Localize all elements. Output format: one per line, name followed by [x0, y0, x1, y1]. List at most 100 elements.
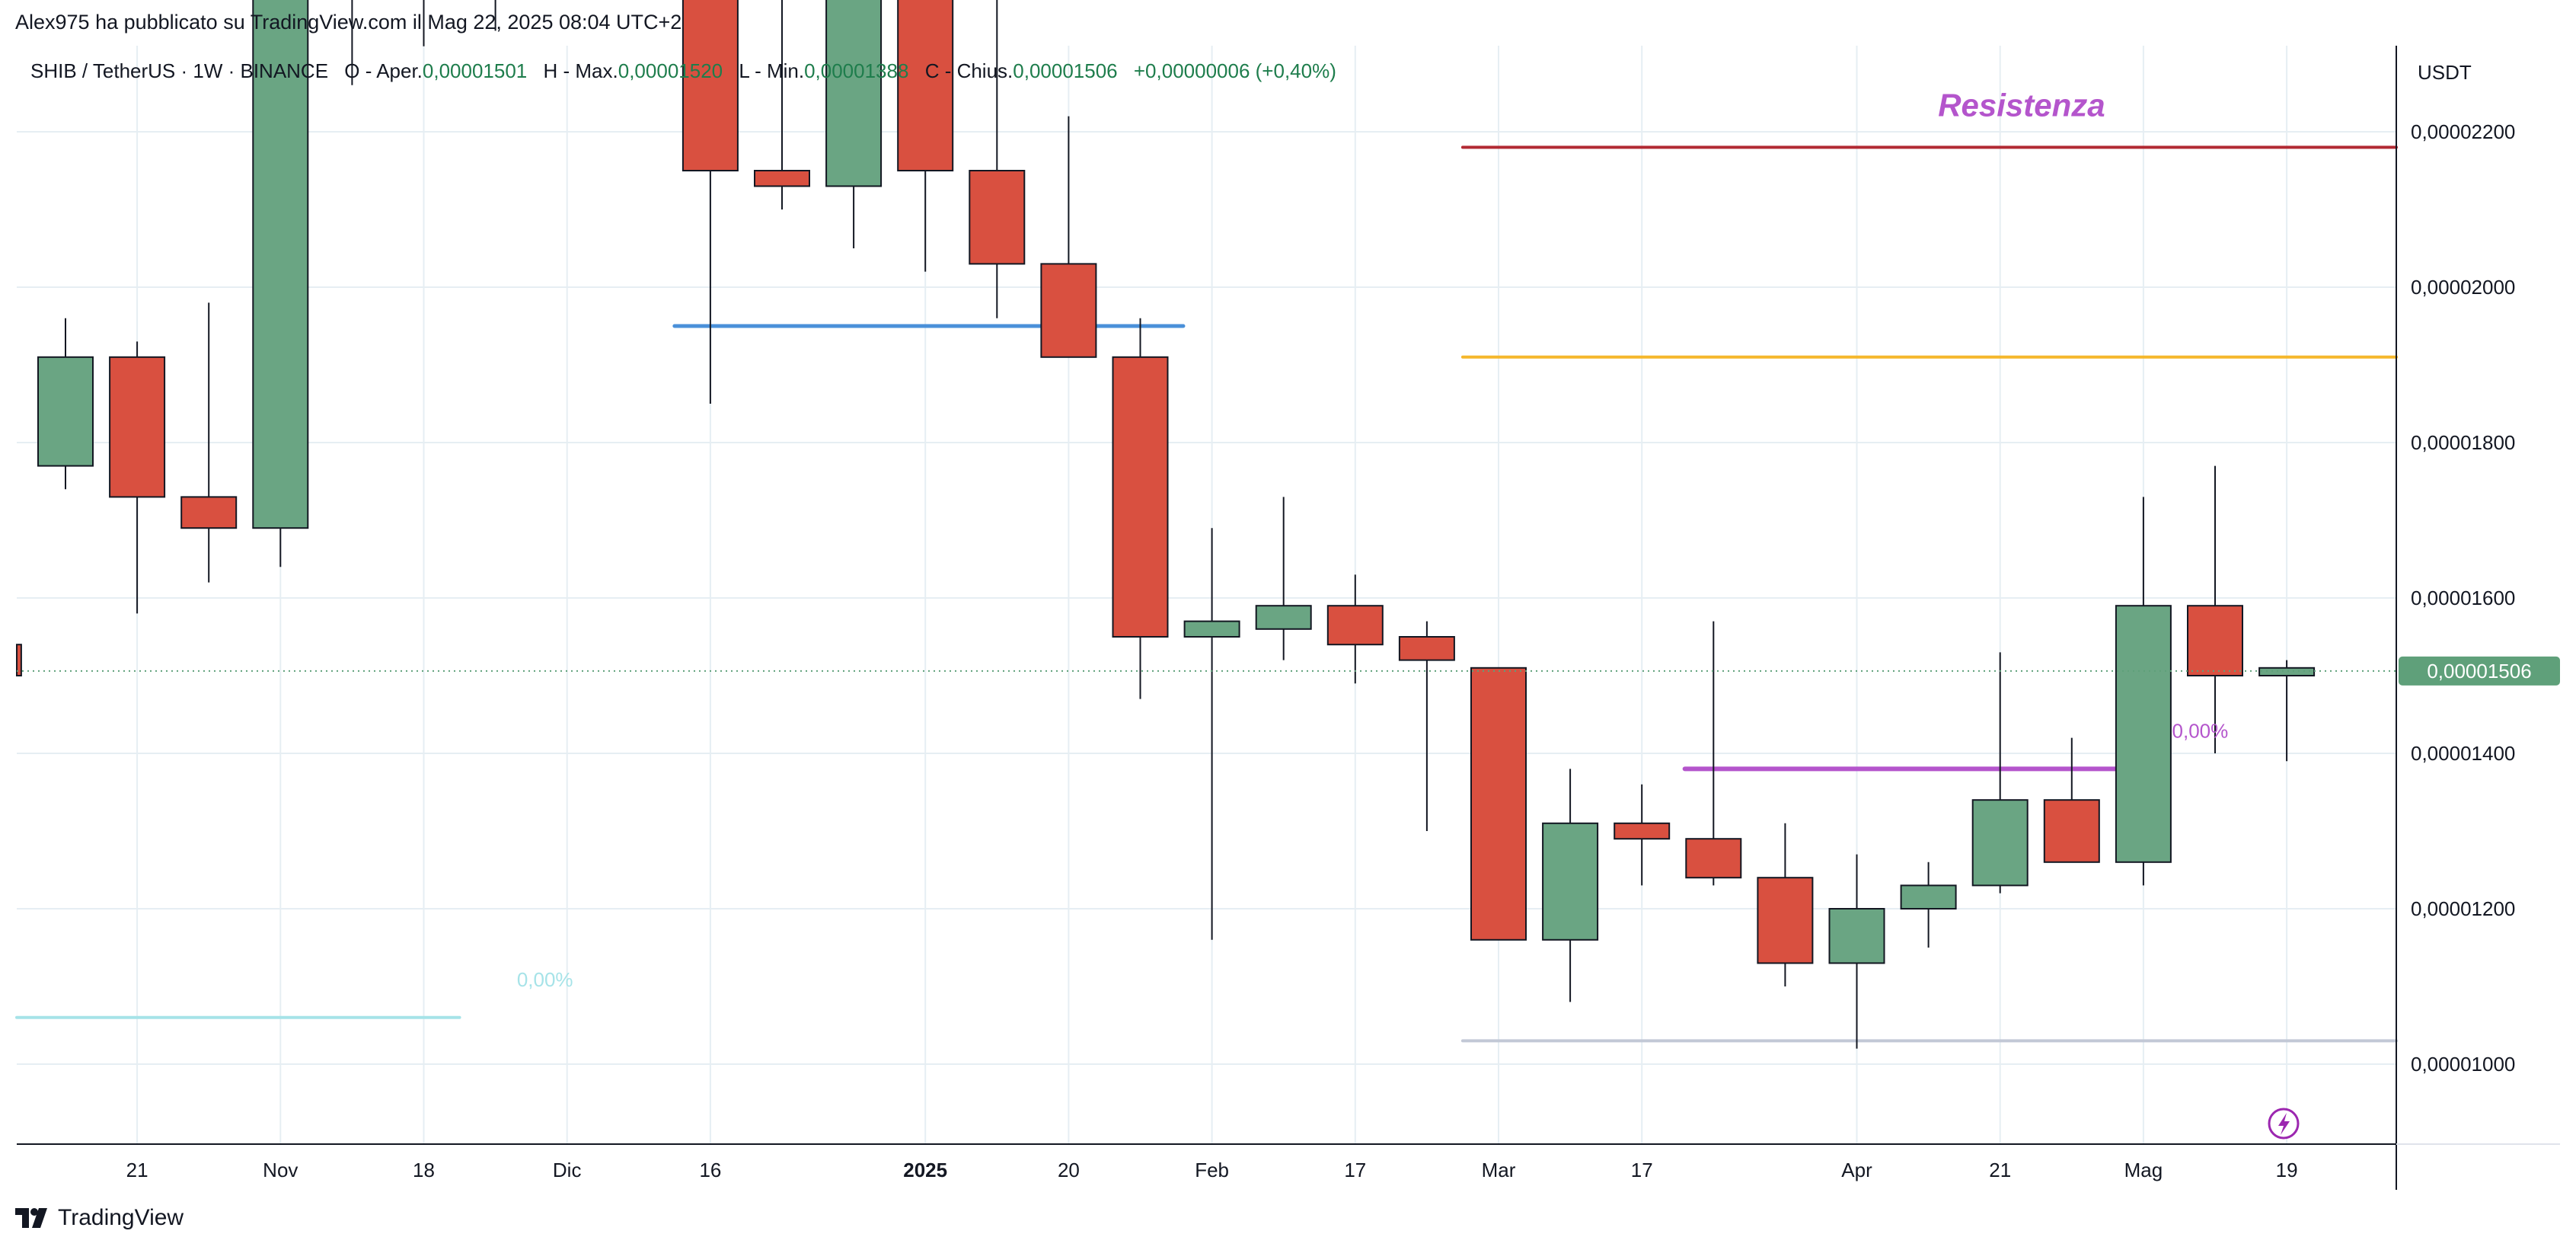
drawing-lines [15, 145, 2398, 1043]
x-tick-label: Dic [553, 1159, 582, 1181]
candle-down [1040, 116, 1097, 358]
grid-lines [17, 46, 2396, 1144]
x-tick-label: 18 [413, 1159, 435, 1181]
candle-down [2187, 465, 2243, 753]
candle-body [1255, 605, 1312, 630]
pct-label-cyan: 0,00% [517, 968, 573, 991]
x-tick-label: 17 [1631, 1159, 1653, 1181]
last-price-label: 0,00001506 [2427, 660, 2531, 683]
currency-label: USDT [2418, 61, 2472, 84]
ohlc-low-label: L - Min. [739, 59, 805, 82]
candle-body [1398, 636, 1455, 661]
tradingview-logo[interactable]: TradingView [15, 1205, 184, 1231]
y-tick-label: 0,00001800 [2411, 431, 2515, 454]
ohlc-legend: SHIB / TetherUS · 1W · BINANCE O - Aper.… [30, 59, 1336, 83]
y-tick-label: 0,00001000 [2411, 1053, 2515, 1076]
candle-body [37, 356, 94, 467]
candle-down [1685, 621, 1742, 886]
candle-body [2187, 605, 2243, 677]
ohlc-change-value: +0,00000006 (+0,40%) [1133, 59, 1336, 82]
last-price-marker: 0,00001506 [17, 656, 2560, 686]
candles [16, 0, 2316, 1049]
x-tick-label: 2025 [903, 1159, 947, 1181]
candle-body [1685, 838, 1742, 879]
candle-body [1757, 877, 1814, 964]
y-tick-label: 0,00001600 [2411, 587, 2515, 609]
x-tick-label: Feb [1195, 1159, 1229, 1181]
resistance-label-right: Resistenza [1938, 88, 2105, 123]
candle-up [1971, 652, 2029, 894]
candle-down [897, 0, 954, 272]
y-tick-label: 0,00002000 [2411, 276, 2515, 299]
candle-body [180, 496, 238, 529]
ohlc-low-value: 0,00001388 [804, 59, 909, 82]
tradingview-logo-icon [15, 1208, 47, 1228]
candle-up [1828, 854, 1885, 1049]
candle-body [1326, 605, 1384, 646]
candle-body [1183, 620, 1240, 638]
candle-body [1542, 822, 1599, 941]
candle-body [1614, 822, 1671, 840]
candle-up [252, 0, 309, 567]
x-tick-label: Apr [1841, 1159, 1872, 1181]
candle-up [1900, 862, 1957, 948]
candle-body [1828, 908, 1885, 964]
candle-body [2043, 799, 2100, 863]
candle-body [969, 170, 1026, 265]
ohlc-close-value: 0,00001506 [1013, 59, 1118, 82]
candle-down [754, 0, 810, 209]
x-tick-label: 20 [1058, 1159, 1080, 1181]
annotations: ResistenzaResistenza0,00%0,00%0,00% [517, 88, 2229, 991]
candle-down [109, 341, 166, 614]
brand-label: TradingView [58, 1205, 184, 1230]
x-tick-label: 19 [2276, 1159, 2298, 1181]
lightning-icon[interactable] [2268, 1108, 2300, 1140]
candle-down [1398, 621, 1455, 831]
candle-down [969, 0, 1026, 318]
candle-body [252, 0, 309, 529]
ohlc-high-label: H - Max. [543, 59, 618, 82]
x-tick-label: 16 [699, 1159, 721, 1181]
candle-body [2115, 605, 2172, 863]
y-tick-label: 0,00001400 [2411, 742, 2515, 765]
candle-down [1614, 784, 1671, 886]
candle-body [1470, 667, 1527, 941]
candle-up [825, 0, 883, 248]
ohlc-close-label: C - Chius. [924, 59, 1013, 82]
candle-up [37, 318, 94, 490]
symbol-label[interactable]: SHIB / TetherUS · 1W · BINANCE [30, 59, 329, 82]
candle-up [2115, 497, 2172, 886]
axes: 0,000034000,000032000,000030000,00002800… [17, 46, 2560, 1190]
candle-body [754, 170, 810, 187]
ohlc-open-value: 0,00001501 [422, 59, 528, 82]
published-info: Alex975 ha pubblicato su TradingView.com… [15, 11, 682, 34]
candle-up [1183, 528, 1240, 940]
candle-body [16, 644, 22, 677]
y-tick-label: 0,00002200 [2411, 120, 2515, 143]
candle-down [682, 0, 739, 404]
candle-body [1112, 356, 1169, 638]
candle-body [1040, 263, 1097, 358]
candle-body [825, 0, 883, 187]
x-tick-label: Mar [1482, 1159, 1516, 1181]
x-tick-label: 17 [1344, 1159, 1366, 1181]
y-tick-label: 0,00001200 [2411, 897, 2515, 920]
candle-body [109, 356, 166, 498]
x-tick-label: Nov [263, 1159, 298, 1181]
last-price-tag [2399, 656, 2560, 686]
ohlc-high-value: 0,00001520 [618, 59, 723, 82]
pct-label-magenta: 0,00% [2172, 720, 2229, 743]
ohlc-open-label: O - Aper. [344, 59, 423, 82]
candle-down [1470, 667, 1527, 941]
candle-up [2258, 660, 2316, 762]
candle-down [1757, 823, 1814, 986]
candle-body [682, 0, 739, 171]
candle-up [1542, 769, 1599, 1002]
candle-down [16, 644, 22, 677]
candle-body [1900, 884, 1957, 910]
candle-down [2043, 737, 2100, 863]
candle-body [897, 0, 954, 172]
x-tick-label: Mag [2124, 1159, 2163, 1181]
x-tick-label: 21 [1989, 1159, 2011, 1181]
